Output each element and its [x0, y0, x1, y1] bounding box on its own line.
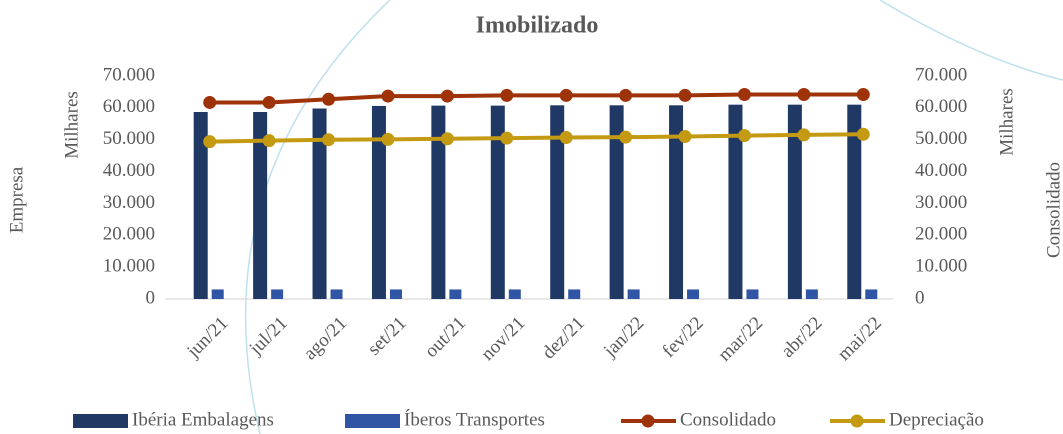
bar — [746, 289, 759, 299]
x-tick-label: ago/21 — [300, 313, 351, 364]
y-tick-label: 0 — [146, 287, 156, 308]
bar — [271, 289, 284, 299]
line-marker — [322, 133, 336, 147]
y-tick-label: 60.000 — [103, 96, 155, 117]
y-tick-label: 20.000 — [103, 224, 155, 245]
x-tick-label: dez/21 — [538, 313, 589, 364]
y2-tick-label: 60.000 — [915, 96, 967, 117]
line-marker — [559, 88, 573, 102]
line-marker — [619, 130, 633, 144]
line-marker — [856, 87, 870, 101]
bar — [787, 104, 802, 300]
y2-tick-label: 50.000 — [915, 128, 967, 149]
line-marker — [797, 87, 811, 101]
x-tick-label: jul/21 — [245, 313, 292, 360]
y2-outer-label: Consolidado — [1043, 162, 1063, 258]
y2-tick-label: 10.000 — [915, 256, 967, 277]
bar — [847, 104, 862, 300]
x-tick-label: fev/22 — [658, 313, 707, 362]
line-marker — [559, 130, 573, 144]
y-tick-label: 40.000 — [103, 160, 155, 181]
bar — [805, 289, 818, 299]
legend-swatch — [345, 414, 400, 428]
x-tick-label: set/21 — [364, 313, 411, 360]
x-tick-label: jun/21 — [182, 313, 232, 363]
line-marker — [322, 92, 336, 106]
legend-swatch — [73, 414, 128, 428]
line — [209, 92, 864, 105]
bar — [389, 289, 402, 299]
bar — [669, 105, 684, 300]
line-marker — [500, 88, 514, 102]
y2-tick-label: 0 — [915, 287, 925, 308]
bar — [211, 289, 224, 299]
legend-swatch — [850, 414, 864, 428]
bar — [371, 105, 386, 300]
line-marker — [678, 88, 692, 102]
x-tick-label: out/21 — [421, 313, 470, 362]
line-marker — [619, 88, 633, 102]
chart-title: Imobilizado — [476, 13, 599, 39]
y-tick-label: 50.000 — [103, 128, 155, 149]
line-marker — [381, 89, 395, 103]
line-marker — [381, 132, 395, 146]
bar — [449, 289, 462, 299]
bar — [253, 111, 268, 300]
line-marker — [737, 129, 751, 143]
y2-tick-label: 30.000 — [915, 192, 967, 213]
bar — [312, 108, 327, 299]
x-tick-label: mar/22 — [714, 313, 767, 366]
y-outer-label: Empresa — [6, 166, 27, 233]
bar — [865, 289, 878, 299]
decoration-curve — [879, 0, 1063, 81]
bar — [687, 289, 700, 299]
line-marker — [500, 131, 514, 145]
bar — [431, 105, 446, 300]
y-tick-label: 70.000 — [103, 64, 155, 85]
legend-label: Ibéria Embalagens — [132, 409, 274, 430]
bar — [728, 104, 743, 300]
line-marker — [440, 89, 454, 103]
x-tick-label: nov/21 — [477, 313, 529, 365]
line-marker — [737, 87, 751, 101]
legend-label: Consolidado — [680, 409, 776, 430]
y-tick-label: 10.000 — [103, 256, 155, 277]
bar — [568, 289, 581, 299]
x-tick-label: jan/22 — [599, 313, 648, 362]
bar — [490, 105, 505, 300]
x-tick-label: mai/22 — [834, 313, 886, 365]
line-marker — [203, 95, 217, 109]
y2-tick-label: 40.000 — [915, 160, 967, 181]
y-axis-title: Milhares — [61, 91, 82, 159]
x-tick-label: abr/22 — [777, 313, 826, 362]
bar — [609, 105, 624, 300]
line-marker — [856, 127, 870, 141]
y2-axis-title: Milhares — [996, 88, 1017, 156]
line-marker — [797, 128, 811, 142]
bar — [508, 289, 521, 299]
legend-label: Depreciação — [889, 409, 984, 430]
line-marker — [440, 132, 454, 146]
line-marker — [678, 130, 692, 144]
bar — [627, 289, 640, 299]
y2-tick-label: 20.000 — [915, 224, 967, 245]
line-marker — [203, 135, 217, 149]
line-marker — [262, 95, 276, 109]
bar — [550, 105, 565, 300]
bar — [330, 289, 343, 299]
y2-tick-label: 70.000 — [915, 64, 967, 85]
line-marker — [262, 134, 276, 148]
legend-label: Íberos Transportes — [404, 408, 545, 430]
line — [209, 132, 864, 144]
legend-swatch — [641, 414, 655, 428]
bar — [193, 111, 208, 300]
y-tick-label: 30.000 — [103, 192, 155, 213]
